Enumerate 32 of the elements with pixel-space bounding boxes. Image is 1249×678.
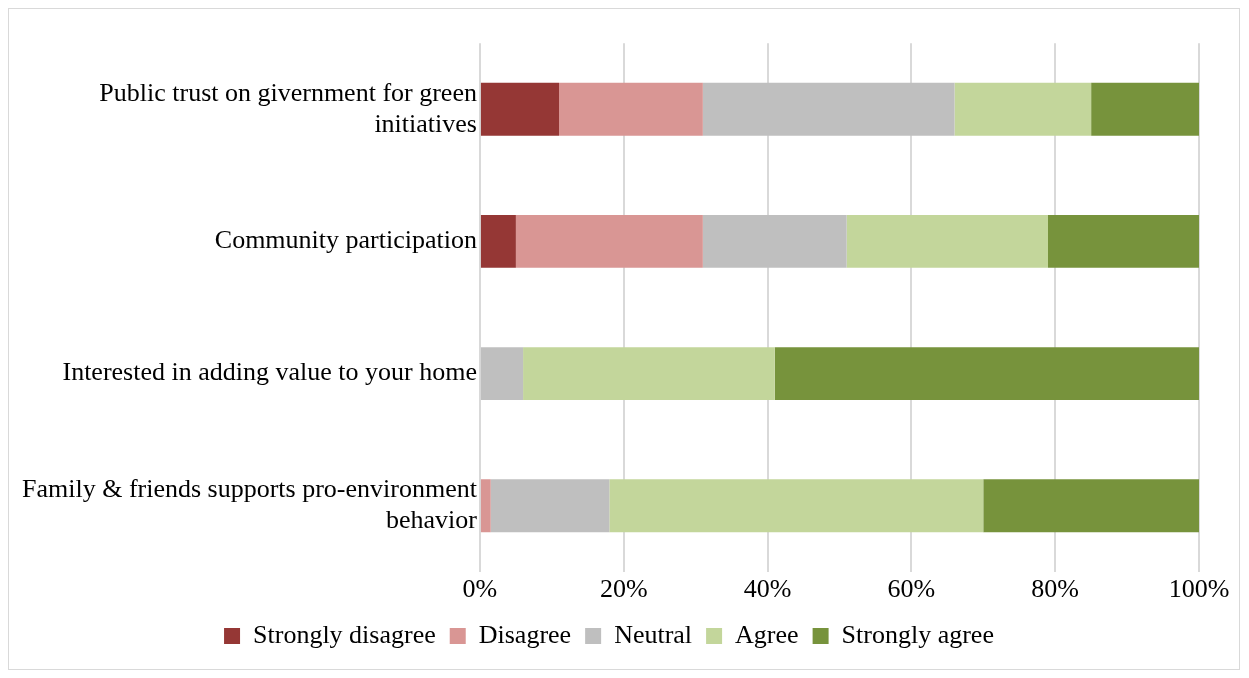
- y-tick-label: Community participation: [214, 225, 477, 255]
- bar: [1048, 215, 1199, 268]
- legend-label: Disagree: [478, 619, 572, 649]
- bar: [846, 215, 1048, 268]
- bar: [609, 479, 984, 533]
- x-tick-label: 20%: [599, 574, 648, 604]
- legend-label: Strongly agree: [841, 619, 994, 649]
- legend-label: Neutral: [614, 619, 693, 649]
- bar: [774, 347, 1199, 401]
- bar: [490, 479, 610, 533]
- bar: [480, 479, 491, 533]
- bar: [480, 347, 524, 401]
- legend-label: Strongly disagree: [253, 619, 436, 649]
- y-tick-label: Interested in adding value to your home: [62, 357, 477, 387]
- bar: [983, 479, 1199, 533]
- bar: [1091, 82, 1199, 136]
- bar: [480, 215, 516, 268]
- bar: [702, 215, 847, 268]
- bar: [559, 82, 703, 136]
- x-tick-label: 60%: [887, 574, 936, 604]
- y-tick-label: Public trust on givernment for green initiatives: [99, 77, 477, 138]
- x-tick-label: 100%: [1168, 574, 1230, 604]
- bar: [954, 82, 1092, 136]
- bar: [523, 347, 775, 401]
- y-tick-label: Family & friends supports pro-environment behavior: [22, 473, 478, 535]
- legend-label: Agree: [735, 619, 799, 649]
- x-tick-label: 80%: [1031, 574, 1080, 604]
- bar: [702, 82, 955, 136]
- bar: [515, 215, 703, 268]
- bar: [480, 82, 560, 136]
- x-tick-label: 40%: [743, 574, 792, 604]
- x-tick-label: 0%: [462, 574, 498, 604]
